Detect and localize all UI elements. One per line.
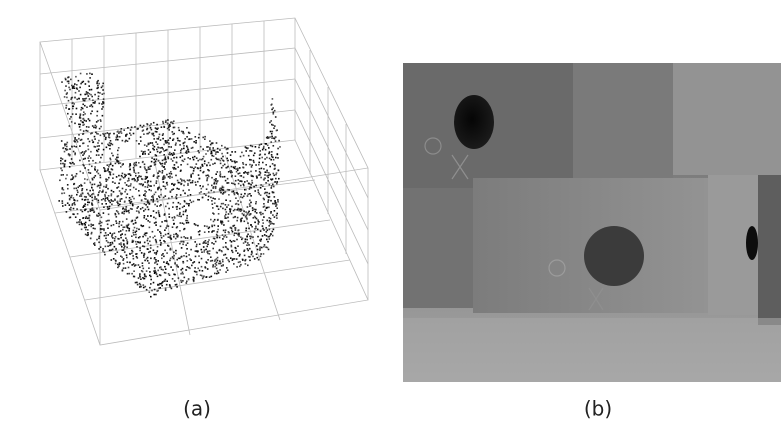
page: (a) (b) (() => { const data = JSON.parse… — [0, 0, 781, 434]
caption: (a) — [183, 397, 211, 421]
caption: (b) — [584, 397, 612, 421]
point-cloud-plot: (a) — [40, 18, 368, 421]
figure: (a) (b) — [0, 0, 781, 434]
point-cloud — [58, 73, 280, 298]
depth-image — [403, 63, 781, 382]
plot-box — [40, 18, 368, 345]
